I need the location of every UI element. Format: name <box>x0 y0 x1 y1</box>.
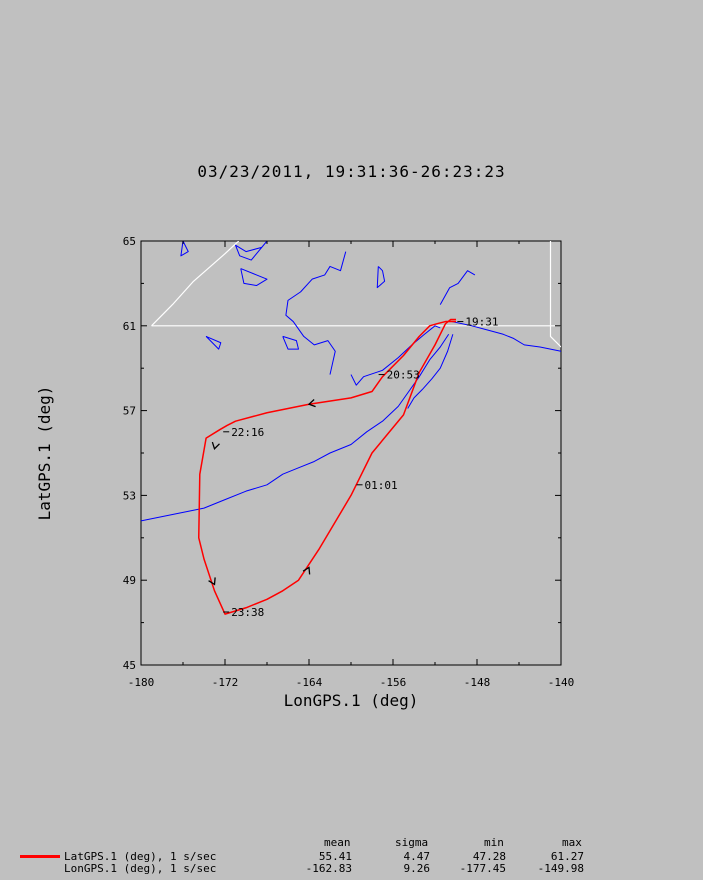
stat-min: -177.45 <box>459 862 506 875</box>
direction-arrow <box>208 577 216 586</box>
border-line <box>549 241 561 348</box>
coastline <box>235 241 268 261</box>
y-tick-label: 65 <box>123 235 136 248</box>
coastline <box>350 325 441 386</box>
stat-max: 61.27 <box>550 850 584 863</box>
time-label: 01:01 <box>365 479 398 492</box>
coastline <box>439 270 476 305</box>
stat-header-max: max <box>562 836 582 849</box>
coastline <box>376 266 386 289</box>
flight-track <box>198 318 456 615</box>
x-tick-label: -148 <box>464 676 491 689</box>
stat-min: 47.28 <box>472 850 506 863</box>
time-label: 19:31 <box>465 316 498 329</box>
y-tick-label: 53 <box>123 489 136 502</box>
stat-row-lat: LatGPS.1 (deg), 1 s/sec 55.41 4.47 47.28… <box>0 850 703 863</box>
x-tick-label: -156 <box>380 676 407 689</box>
x-tick-label: -172 <box>212 676 239 689</box>
x-tick-label: -140 <box>548 676 575 689</box>
coastline <box>407 334 454 409</box>
direction-arrow <box>211 441 220 450</box>
stat-mean: 55.41 <box>318 850 352 863</box>
y-tick-label: 61 <box>123 320 136 333</box>
direction-arrow <box>307 398 316 408</box>
stat-header-sigma: sigma <box>395 836 429 849</box>
track-plot: 19:31 20:53 22:16 01:01 23:38 -180 -172 -164 -15… <box>35 235 575 710</box>
stat-row-lon: LonGPS.1 (deg), 1 s/sec -162.83 9.26 -17… <box>0 862 703 875</box>
x-axis-label: LonGPS.1 (deg) <box>284 691 419 710</box>
coastline <box>205 335 222 350</box>
y-axis-label: LatGPS.1 (deg) <box>35 386 54 521</box>
stat-header-mean: mean <box>324 836 351 849</box>
stat-mean: -162.83 <box>305 862 352 875</box>
coastline <box>180 241 189 257</box>
stat-header-min: min <box>484 836 504 849</box>
stat-sigma: 4.47 <box>403 850 431 863</box>
chart-title: 03/23/2011, 19:31:36-26:23:23 <box>197 162 506 181</box>
time-label: 23:38 <box>231 606 264 619</box>
coastline <box>451 321 561 352</box>
stat-max: -149.98 <box>537 862 584 875</box>
lat-legend-swatch <box>20 855 60 858</box>
time-label: 20:53 <box>387 369 420 382</box>
y-tick-label: 49 <box>123 574 136 587</box>
time-label: 22:16 <box>231 426 264 439</box>
border-line <box>151 241 240 327</box>
direction-arrow <box>302 566 311 575</box>
stat-row-label: LatGPS.1 (deg), 1 s/sec <box>64 850 217 863</box>
x-tick-label: -164 <box>296 676 323 689</box>
coastline <box>240 268 268 287</box>
statistics-legend: mean sigma min max LatGPS.1 (deg), 1 s/s… <box>0 834 703 880</box>
coastline <box>285 251 347 375</box>
y-tick-label: 57 <box>123 405 136 418</box>
y-tick-label: 45 <box>123 659 136 672</box>
stat-row-label: LonGPS.1 (deg), 1 s/sec <box>64 862 217 875</box>
x-tick-label: -180 <box>128 676 155 689</box>
coastline <box>282 335 299 350</box>
stat-sigma: 9.26 <box>403 862 431 875</box>
